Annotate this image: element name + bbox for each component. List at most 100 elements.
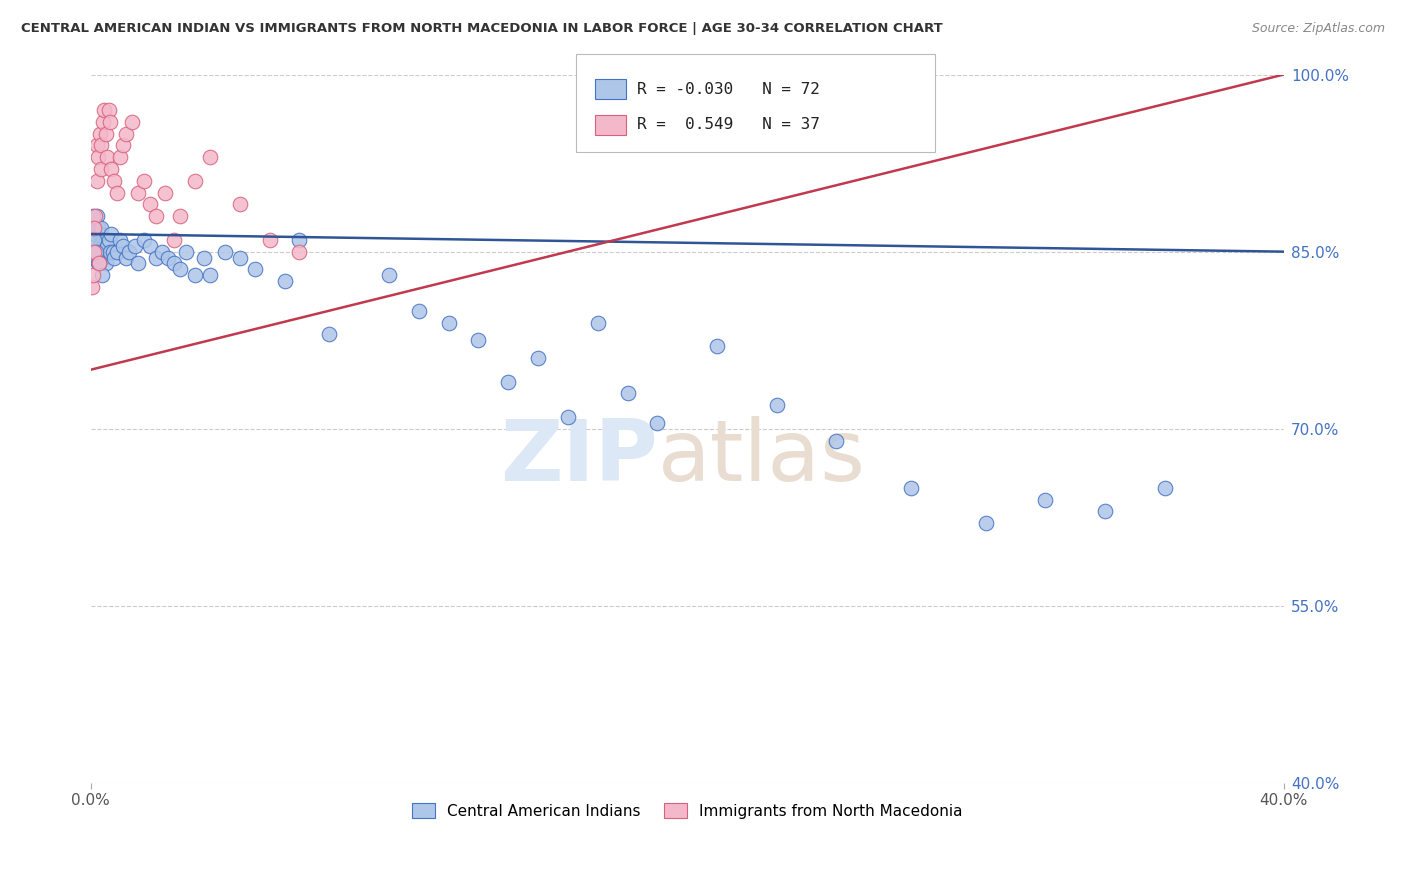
Point <box>100 227 122 241</box>
Point <box>527 351 550 365</box>
Point <box>84 227 107 241</box>
Point <box>150 244 173 259</box>
Point <box>87 256 110 270</box>
Point <box>107 186 129 200</box>
Point <box>169 209 191 223</box>
Point <box>107 244 129 259</box>
Point <box>127 256 149 270</box>
Point <box>83 221 105 235</box>
Point <box>86 209 108 223</box>
Point <box>163 233 186 247</box>
Point <box>94 233 117 247</box>
Point <box>496 375 519 389</box>
Point <box>115 127 138 141</box>
Point <box>134 174 156 188</box>
Point <box>825 434 848 448</box>
Point <box>318 327 340 342</box>
Text: R = -0.030   N = 72: R = -0.030 N = 72 <box>637 82 820 96</box>
Text: R =  0.549   N = 37: R = 0.549 N = 37 <box>637 118 820 132</box>
Point <box>112 138 135 153</box>
Point <box>153 186 176 200</box>
Point <box>91 251 114 265</box>
Point <box>110 150 132 164</box>
Point <box>93 244 115 259</box>
Text: ZIP: ZIP <box>499 416 658 499</box>
Point <box>84 244 107 259</box>
Point <box>83 233 105 247</box>
Point <box>408 303 430 318</box>
Point <box>98 244 121 259</box>
Point <box>86 174 108 188</box>
Point <box>214 244 236 259</box>
Point <box>90 161 112 176</box>
Point <box>83 215 105 229</box>
Point <box>87 256 110 270</box>
Point <box>193 251 215 265</box>
Point <box>96 150 118 164</box>
Point <box>184 174 207 188</box>
Point <box>115 251 138 265</box>
Point <box>157 251 180 265</box>
Point <box>97 233 120 247</box>
Point <box>110 233 132 247</box>
Point <box>87 256 110 270</box>
Point <box>139 238 162 252</box>
Point <box>273 274 295 288</box>
Point <box>103 251 125 265</box>
Point <box>169 262 191 277</box>
Point <box>84 251 107 265</box>
Point <box>145 209 167 223</box>
Point <box>163 256 186 270</box>
Point <box>89 238 111 252</box>
Point <box>91 233 114 247</box>
Point <box>259 233 281 247</box>
Point <box>557 409 579 424</box>
Point <box>112 238 135 252</box>
Point <box>134 233 156 247</box>
Point <box>90 221 112 235</box>
Point <box>229 197 252 211</box>
Point <box>647 416 669 430</box>
Legend: Central American Indians, Immigrants from North Macedonia: Central American Indians, Immigrants fro… <box>406 797 969 825</box>
Point <box>96 238 118 252</box>
Point <box>83 244 105 259</box>
Point <box>765 398 787 412</box>
Point <box>1094 504 1116 518</box>
Point <box>84 209 107 223</box>
Point <box>101 244 124 259</box>
Point <box>900 481 922 495</box>
Point <box>100 161 122 176</box>
Point <box>467 333 489 347</box>
Point <box>83 244 105 259</box>
Point <box>1153 481 1175 495</box>
Point <box>198 268 221 283</box>
Point <box>586 316 609 330</box>
Point <box>87 221 110 235</box>
Point <box>91 114 114 128</box>
Point <box>93 103 115 117</box>
Point <box>82 268 104 283</box>
Point <box>1033 492 1056 507</box>
Point <box>974 516 997 531</box>
Point <box>229 251 252 265</box>
Text: CENTRAL AMERICAN INDIAN VS IMMIGRANTS FROM NORTH MACEDONIA IN LABOR FORCE | AGE : CENTRAL AMERICAN INDIAN VS IMMIGRANTS FR… <box>21 22 943 36</box>
Point <box>86 244 108 259</box>
Point <box>706 339 728 353</box>
Point <box>174 244 197 259</box>
Text: Source: ZipAtlas.com: Source: ZipAtlas.com <box>1251 22 1385 36</box>
Point <box>91 268 114 283</box>
Point <box>184 268 207 283</box>
Point <box>243 262 266 277</box>
Point <box>82 209 104 223</box>
Point <box>90 138 112 153</box>
Point <box>89 227 111 241</box>
Text: atlas: atlas <box>658 416 866 499</box>
Point <box>82 280 104 294</box>
Point <box>139 197 162 211</box>
Point <box>437 316 460 330</box>
Point <box>288 244 311 259</box>
Point <box>127 186 149 200</box>
Point <box>89 127 111 141</box>
Point <box>94 127 117 141</box>
Point <box>94 256 117 270</box>
